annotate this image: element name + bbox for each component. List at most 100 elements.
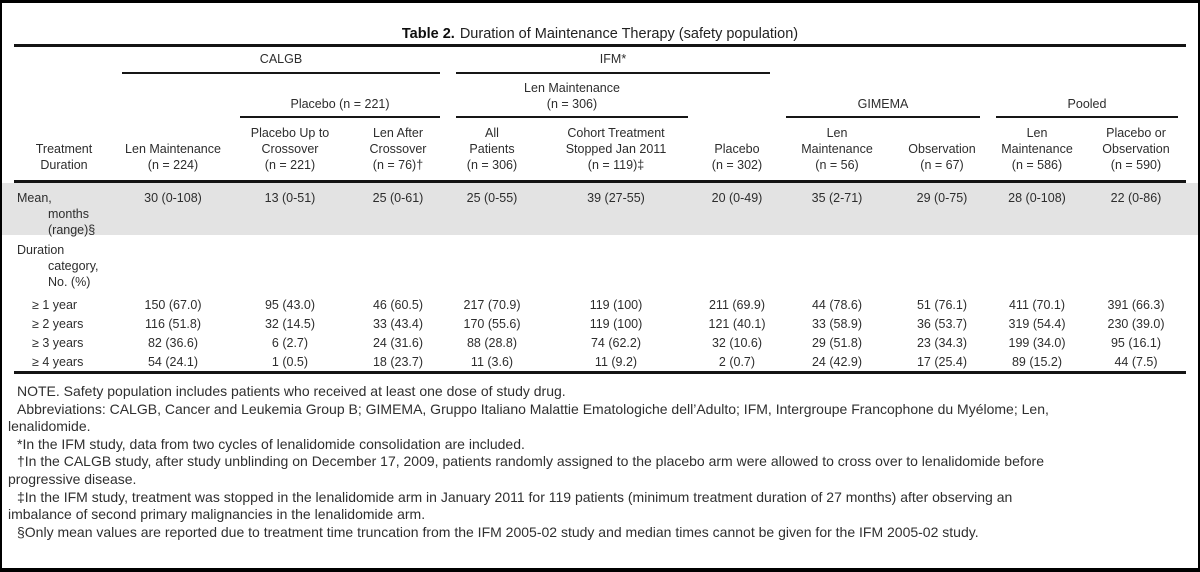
data-cell: 119 (100) [589, 298, 643, 312]
column-group-label: Len Maintenance (n = 306) [456, 80, 688, 118]
column-header: Len Maintenance (n = 56) [801, 126, 873, 172]
column-header: Observation (n = 67) [908, 142, 976, 172]
top-rule [14, 44, 1186, 47]
data-cell: 25 (0-55) [466, 191, 518, 205]
data-cell: 28 (0-108) [1008, 191, 1066, 205]
bottom-rule [14, 371, 1186, 374]
data-cell: 20 (0-49) [711, 191, 763, 205]
table-caption: Duration of Maintenance Therapy (safety … [459, 26, 799, 42]
footnote: *In the IFM study, data from two cycles … [17, 435, 525, 452]
row-label: ≥ 4 years [32, 355, 84, 369]
data-cell: 217 (70.9) [463, 298, 521, 312]
data-cell: 391 (66.3) [1107, 298, 1165, 312]
row-label: ≥ 2 years [32, 317, 84, 331]
data-cell: 116 (51.8) [144, 317, 202, 331]
column-header: Placebo or Observation (n = 590) [1102, 126, 1170, 172]
data-cell: 33 (43.4) [372, 317, 424, 331]
data-cell: 95 (16.1) [1110, 336, 1162, 350]
data-cell: 230 (39.0) [1107, 317, 1165, 331]
column-header-row: Treatment Duration Len Maintenance (n = 224… [14, 118, 1186, 180]
column-header: Cohort Treatment Stopped Jan 2011 (n = 119… [565, 126, 667, 172]
footnote: NOTE. Safety population includes patient… [17, 383, 566, 399]
table-row: Mean, months (range)§ 30 (0-108) 13 (0-51) 25… [2, 183, 1198, 237]
data-cell: 13 (0-51) [264, 191, 316, 205]
data-cell: 17 (25.4) [916, 355, 968, 369]
column-group-ifm: IFM* [448, 47, 778, 74]
data-cell: 95 (43.0) [264, 298, 316, 312]
column-group-label: IFM* [456, 51, 770, 74]
data-cell: 25 (0-61) [372, 191, 424, 205]
header-spacer [696, 74, 778, 118]
header-spacer [114, 74, 232, 118]
data-cell: 319 (54.4) [1008, 317, 1066, 331]
data-cell: 11 (9.2) [594, 355, 638, 369]
data-cell: 1 (0.5) [271, 355, 309, 369]
footnotes: NOTE. Safety population includes patient… [8, 383, 1192, 541]
column-group-gimema: GIMEMA [778, 74, 988, 118]
data-cell: 89 (15.2) [1011, 355, 1063, 369]
header-spacer [14, 47, 114, 74]
row-label: ≥ 3 years [32, 336, 84, 350]
footnote: ‡In the IFM study, treatment was stopped… [8, 488, 1013, 523]
data-cell: 411 (70.1) [1008, 298, 1066, 312]
data-cell: 33 (58.9) [811, 317, 863, 331]
data-cell: 199 (34.0) [1008, 336, 1066, 350]
data-cell: 30 (0-108) [144, 191, 202, 205]
data-cell: 121 (40.1) [708, 317, 766, 331]
data-cell: 82 (36.6) [147, 336, 199, 350]
table-row: ≥ 1 year 150 (67.0) 95 (43.0) 46 (60.5) 217 … [2, 295, 1198, 314]
data-cell: 35 (2-71) [811, 191, 863, 205]
data-cell: 2 (0.7) [718, 355, 756, 369]
column-group-len-maintenance: Len Maintenance (n = 306) [448, 74, 696, 118]
table-row: ≥ 3 years 82 (36.6) 6 (2.7) 24 (31.6) 88 (28… [2, 333, 1198, 352]
data-cell: 32 (10.6) [711, 336, 763, 350]
data-cell: 46 (60.5) [372, 298, 424, 312]
data-cell: 44 (7.5) [1114, 355, 1158, 369]
data-cell: 24 (31.6) [372, 336, 424, 350]
table-row: Duration category, No. (%) [2, 235, 1198, 295]
table-title: Table 2. Duration of Maintenance Therapy … [2, 26, 1198, 42]
subgroup-spanner-row: Placebo (n = 221) Len Maintenance (n = 306… [14, 74, 1186, 118]
row-label: Mean, months (range)§ [17, 191, 96, 237]
column-group-label: Pooled [996, 96, 1178, 118]
table-body: Mean, months (range)§ 30 (0-108) 13 (0-51) 25… [2, 183, 1198, 371]
column-header: Placebo (n = 302) [711, 142, 763, 172]
data-cell: 29 (51.8) [811, 336, 863, 350]
column-group-label: GIMEMA [786, 96, 980, 118]
data-cell: 23 (34.3) [916, 336, 968, 350]
table-row: ≥ 2 years 116 (51.8) 32 (14.5) 33 (43.4) 170… [2, 314, 1198, 333]
column-group-label: Placebo (n = 221) [240, 96, 440, 118]
data-cell: 29 (0-75) [916, 191, 968, 205]
column-group-pooled: Pooled [988, 74, 1186, 118]
row-label: Duration category, No. (%) [17, 243, 99, 289]
table-row: ≥ 4 years 54 (24.1) 1 (0.5) 18 (23.7) 11 (3.… [2, 352, 1198, 371]
data-cell: 88 (28.8) [466, 336, 518, 350]
data-cell: 44 (78.6) [811, 298, 863, 312]
data-cell: 150 (67.0) [144, 298, 202, 312]
data-cell: 24 (42.9) [811, 355, 863, 369]
column-group-placebo-n-221: Placebo (n = 221) [232, 74, 448, 118]
data-cell: 51 (76.1) [916, 298, 968, 312]
footnote: §Only mean values are reported due to tr… [17, 523, 979, 540]
data-cell: 11 (3.6) [470, 355, 514, 369]
stub-header: Treatment Duration [35, 142, 93, 172]
column-group-label: CALGB [122, 51, 440, 74]
group-spanner-row: CALGB IFM* [14, 47, 1186, 74]
column-header: Placebo Up to Crossover (n = 221) [250, 126, 330, 172]
header-spacer [14, 74, 114, 118]
data-cell: 119 (100) [589, 317, 643, 331]
column-group-calgb: CALGB [114, 47, 448, 74]
data-cell: 74 (62.2) [590, 336, 642, 350]
data-cell: 18 (23.7) [372, 355, 424, 369]
data-cell: 6 (2.7) [271, 336, 309, 350]
table-number: Table 2. [401, 26, 455, 42]
data-cell: 211 (69.9) [708, 298, 766, 312]
header-rule [14, 180, 1186, 183]
data-cell: 39 (27-55) [587, 191, 645, 205]
footnote: †In the CALGB study, after study unblind… [8, 453, 1044, 487]
column-header: Len After Crossover (n = 76)† [369, 126, 427, 172]
column-header: All Patients (n = 306) [466, 126, 518, 172]
data-cell: 36 (53.7) [916, 317, 968, 331]
header-spacer [778, 47, 1186, 74]
